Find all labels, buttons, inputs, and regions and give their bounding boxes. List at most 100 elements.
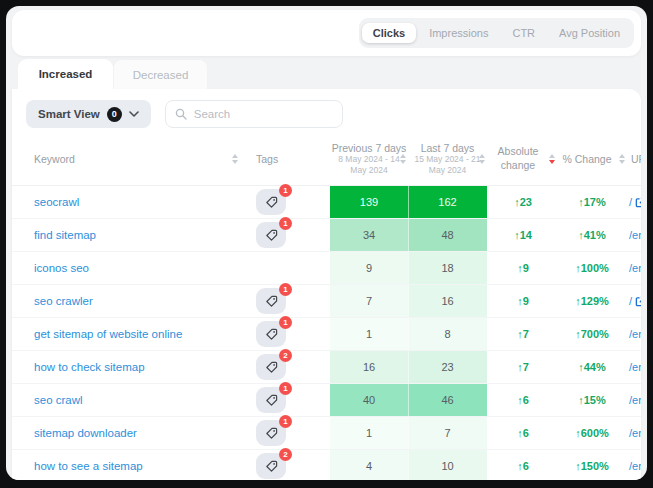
keyword-link[interactable]: seo crawl	[12, 394, 83, 406]
url-link[interactable]: /en	[629, 394, 641, 406]
sort-icon-previous[interactable]	[400, 154, 406, 164]
table-row: sitemap downloader117↑6↑600%/en	[12, 417, 641, 450]
table-header: Keyword Tags Previous 7 days 8 May 2024 …	[12, 133, 641, 186]
column-header-url-label: URL	[631, 153, 641, 165]
table-row: seo crawl14046↑6↑15%/en	[12, 384, 641, 417]
table-row: get sitemap of website online118↑7↑700%/…	[12, 318, 641, 351]
previous-clicks-cell: 4	[330, 450, 408, 480]
tag-button[interactable]: 1	[256, 288, 286, 314]
previous-clicks-cell: 1	[330, 318, 408, 350]
external-link-icon	[635, 296, 641, 307]
previous-clicks-cell: 9	[330, 252, 408, 284]
metric-tab-clicks[interactable]: Clicks	[362, 23, 416, 43]
sort-icon-absolute[interactable]	[549, 154, 555, 164]
keyword-link[interactable]: get sitemap of website online	[12, 328, 182, 340]
keyword-link[interactable]: sitemap downloader	[12, 427, 137, 439]
tag-count-badge: 1	[279, 217, 292, 230]
percent-change-cell: ↑150%	[559, 450, 625, 480]
url-cell: /en	[625, 417, 641, 449]
keyword-link[interactable]: iconos seo	[12, 262, 89, 274]
absolute-change-cell: ↑7	[487, 351, 559, 383]
column-header-previous-title: Previous 7 days	[332, 142, 407, 154]
keyword-cell: seo crawler	[12, 285, 244, 317]
previous-clicks-cell: 16	[330, 351, 408, 383]
tags-cell	[244, 252, 330, 284]
percent-change-cell: ↑100%	[559, 252, 625, 284]
url-cell: /en	[625, 384, 641, 416]
url-link[interactable]: /en	[629, 229, 641, 241]
keyword-cell: seocrawl	[12, 186, 244, 218]
keyword-link[interactable]: how to see a sitemap	[12, 460, 143, 472]
chevron-down-icon	[129, 111, 139, 117]
column-header-percent[interactable]: % Change	[559, 133, 625, 185]
tag-count-badge: 1	[279, 283, 292, 296]
absolute-change-cell: ↑14	[487, 219, 559, 251]
absolute-change-cell: ↑23	[487, 186, 559, 218]
table-row: seo crawler1716↑9↑129%/	[12, 285, 641, 318]
keyword-link[interactable]: how to check sitemap	[12, 361, 145, 373]
keyword-link[interactable]: seo crawler	[12, 295, 93, 307]
table-row: iconos seo918↑9↑100%/en	[12, 252, 641, 285]
absolute-change-cell: ↑9	[487, 285, 559, 317]
window-frame: Clicks Impressions CTR Avg Position Incr…	[0, 0, 653, 488]
url-cell: /	[625, 285, 641, 317]
tag-button[interactable]: 1	[256, 387, 286, 413]
absolute-change-cell: ↑6	[487, 384, 559, 416]
tags-cell: 1	[244, 219, 330, 251]
table-row: how to see a sitemap2410↑6↑150%/en	[12, 450, 641, 480]
last-clicks-cell: 46	[408, 384, 487, 416]
url-link[interactable]: /	[629, 295, 641, 307]
tag-button[interactable]: 2	[256, 453, 286, 479]
column-header-tags-label: Tags	[256, 153, 278, 165]
last-clicks-cell: 7	[408, 417, 487, 449]
last-clicks-cell: 48	[408, 219, 487, 251]
percent-change-cell: ↑15%	[559, 384, 625, 416]
tag-button[interactable]: 1	[256, 321, 286, 347]
metric-toolbar: Clicks Impressions CTR Avg Position	[12, 10, 641, 56]
column-header-previous[interactable]: Previous 7 days 8 May 2024 - 14 May 2024	[330, 133, 408, 185]
tags-cell: 1	[244, 186, 330, 218]
column-header-keyword[interactable]: Keyword	[12, 133, 244, 185]
keyword-cell: get sitemap of website online	[12, 318, 244, 350]
previous-clicks-cell: 7	[330, 285, 408, 317]
url-link[interactable]: /en	[629, 460, 641, 472]
metric-tab-avg-position[interactable]: Avg Position	[548, 23, 631, 43]
column-header-url: URL	[625, 133, 641, 185]
tag-button[interactable]: 1	[256, 222, 286, 248]
url-link[interactable]: /en	[629, 361, 641, 373]
column-header-last-range: 15 May 2024 - 21 May 2024	[408, 154, 487, 175]
keyword-link[interactable]: find sitemap	[12, 229, 96, 241]
column-header-absolute[interactable]: Absolute change	[487, 133, 559, 185]
search-input[interactable]	[194, 108, 324, 120]
metric-tab-impressions[interactable]: Impressions	[418, 23, 499, 43]
tab-increased[interactable]: Increased	[18, 59, 113, 89]
metric-segmented-control: Clicks Impressions CTR Avg Position	[359, 18, 634, 48]
absolute-change-cell: ↑6	[487, 417, 559, 449]
keyword-cell: how to see a sitemap	[12, 450, 244, 480]
absolute-change-cell: ↑7	[487, 318, 559, 350]
keyword-link[interactable]: seocrawl	[12, 196, 79, 208]
absolute-change-cell: ↑9	[487, 252, 559, 284]
url-cell: /en	[625, 450, 641, 480]
tag-button[interactable]: 1	[256, 420, 286, 446]
url-cell: /en	[625, 219, 641, 251]
sort-icon-last[interactable]	[479, 154, 485, 164]
url-link[interactable]: /en	[629, 328, 641, 340]
last-clicks-cell: 23	[408, 351, 487, 383]
url-cell: /	[625, 186, 641, 218]
tab-decreased[interactable]: Decreased	[113, 59, 208, 89]
column-header-previous-range: 8 May 2024 - 14 May 2024	[330, 154, 408, 175]
filter-row: Smart View 0	[26, 100, 343, 128]
url-link[interactable]: /	[629, 196, 641, 208]
column-header-last[interactable]: Last 7 days 15 May 2024 - 21 May 2024	[408, 133, 487, 185]
url-link[interactable]: /en	[629, 262, 641, 274]
tag-button[interactable]: 2	[256, 354, 286, 380]
percent-change-cell: ↑41%	[559, 219, 625, 251]
tag-count-badge: 1	[279, 415, 292, 428]
url-link[interactable]: /en	[629, 427, 641, 439]
sort-icon-keyword[interactable]	[232, 154, 238, 164]
tag-count-badge: 1	[279, 184, 292, 197]
metric-tab-ctr[interactable]: CTR	[501, 23, 546, 43]
smart-view-dropdown[interactable]: Smart View 0	[26, 100, 151, 128]
tag-button[interactable]: 1	[256, 189, 286, 215]
